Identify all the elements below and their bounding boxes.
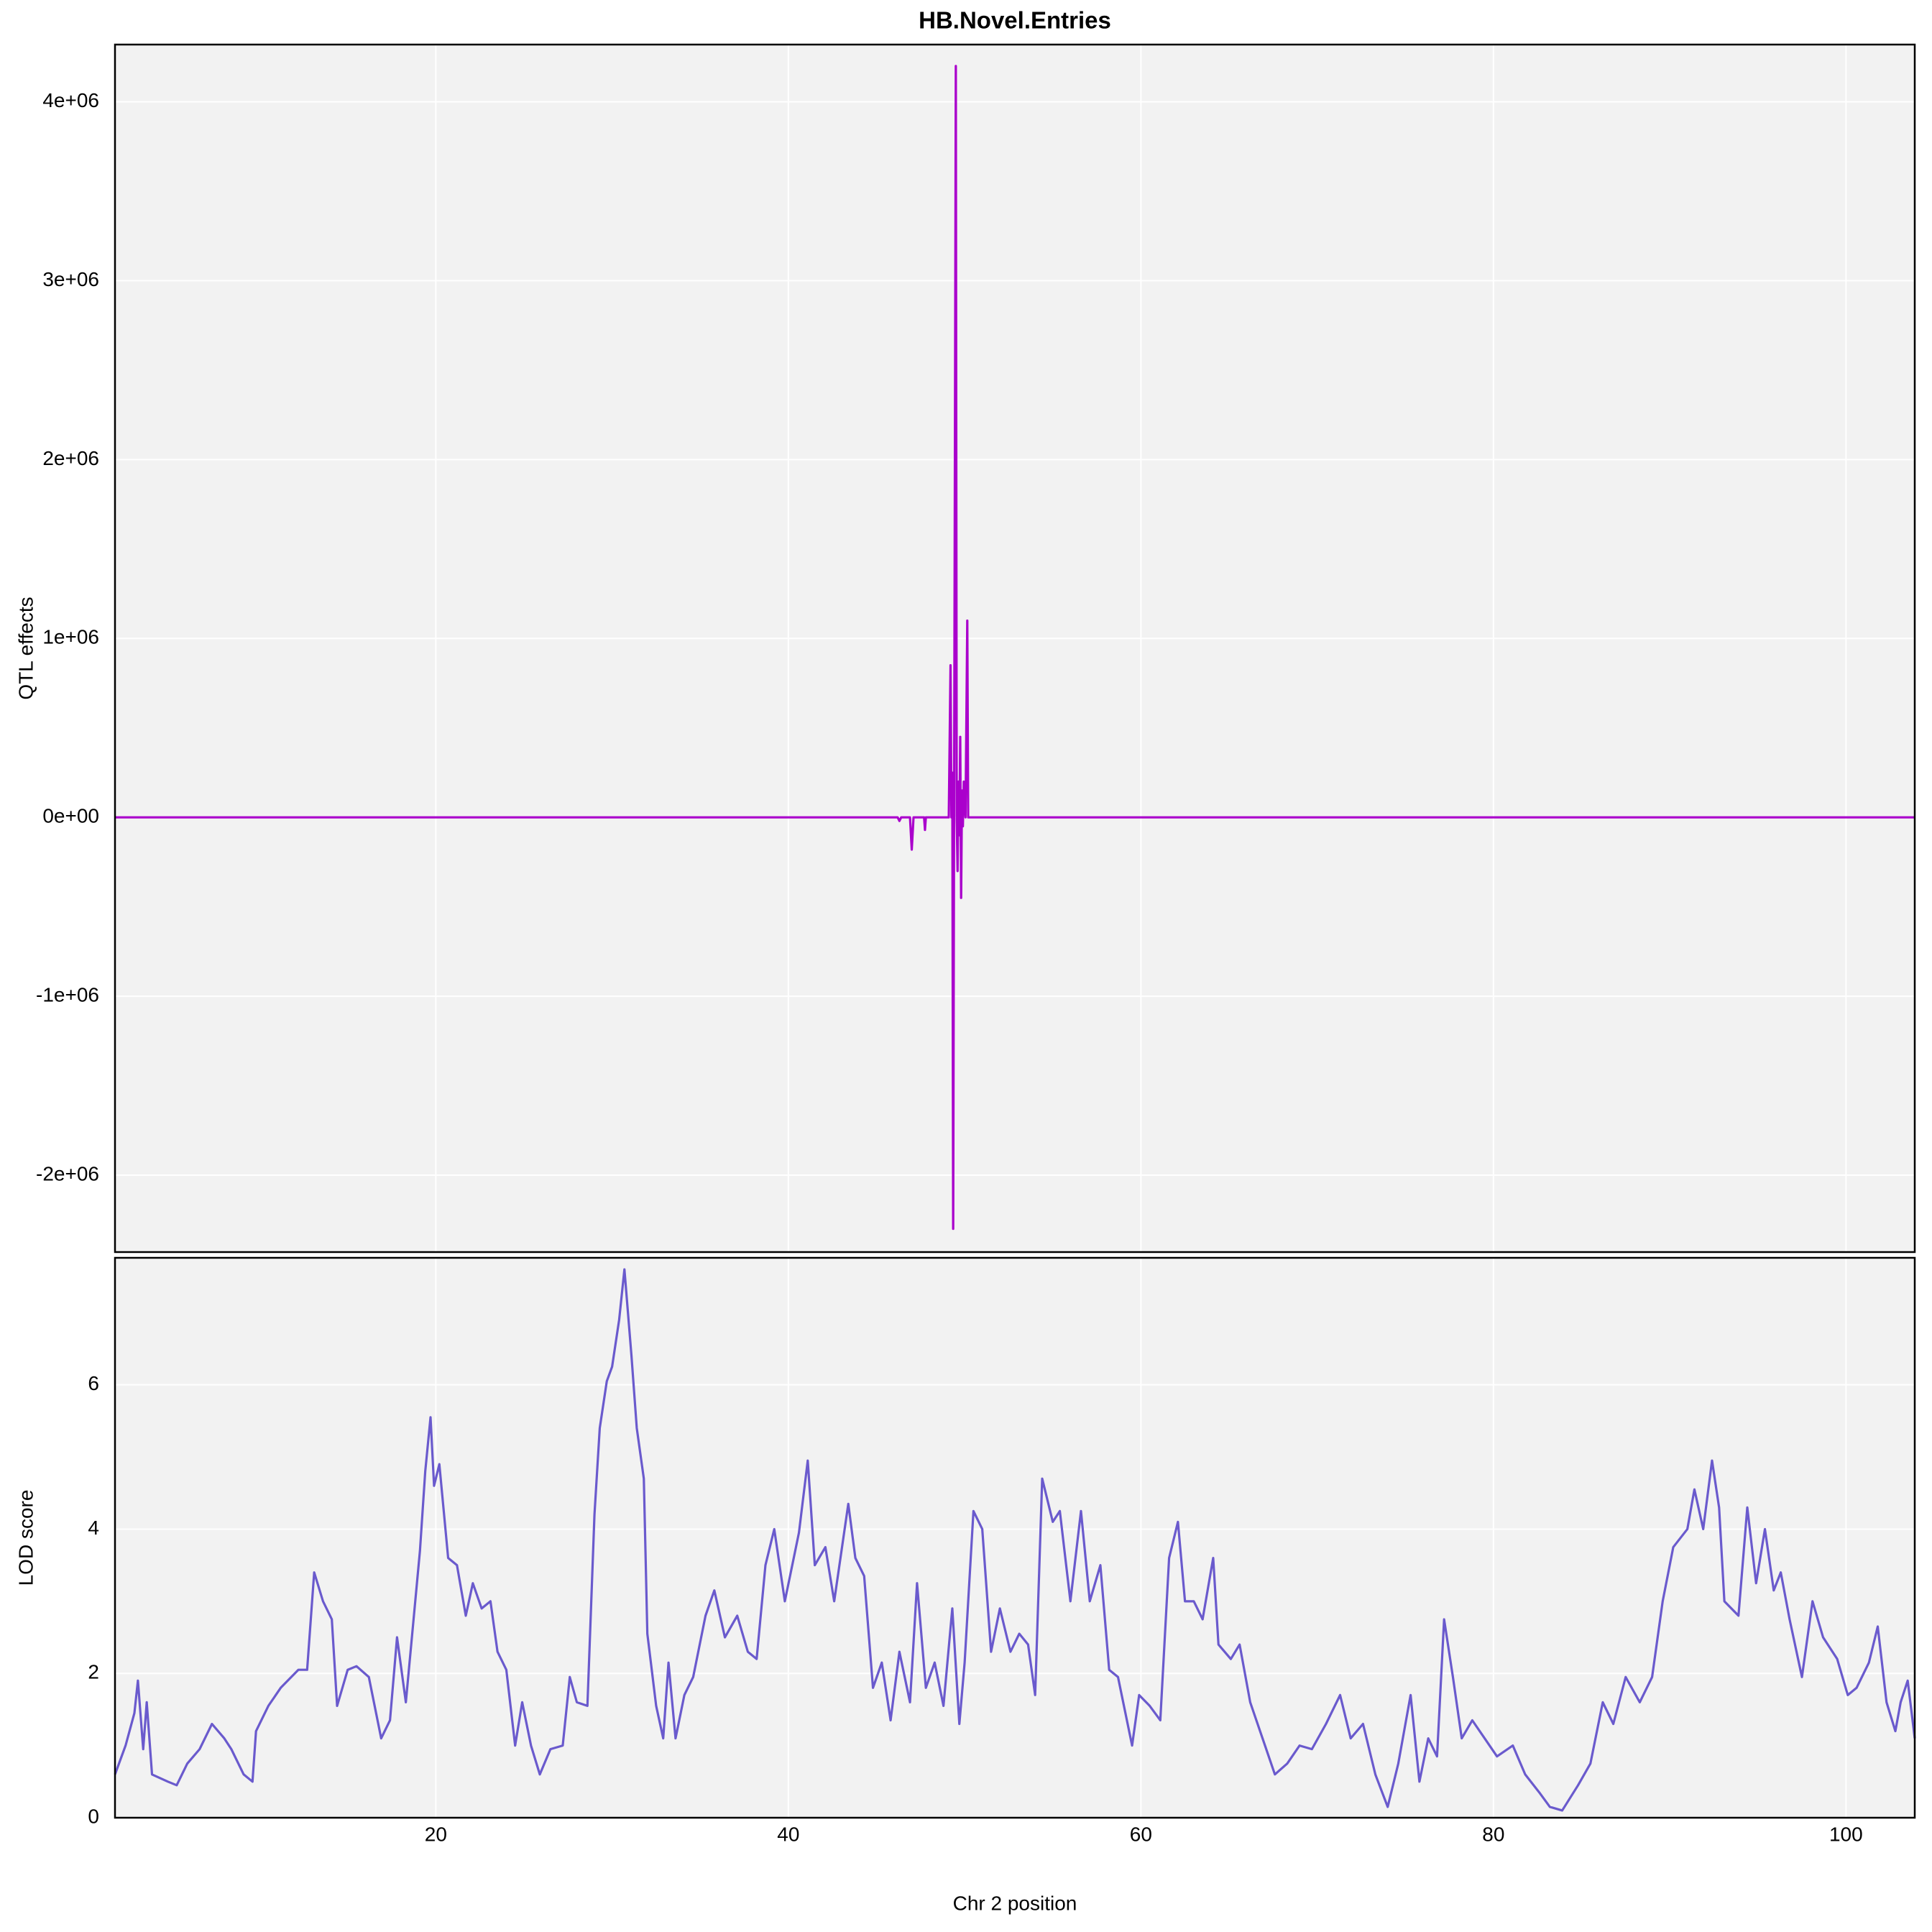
x-tick-label: 40 [777,1823,799,1845]
y-tick-label: 2 [88,1661,99,1683]
y-tick-label: 2e+06 [42,447,99,469]
plot-background [115,45,1915,1252]
y-tick-label: 3e+06 [42,268,99,290]
data-line [115,65,1915,1230]
y-tick-label: 4e+06 [42,89,99,111]
y-tick-label: -1e+06 [36,983,99,1006]
y-axis-label: QTL effects [14,597,37,699]
data-line [114,1268,1916,1812]
chart-title: HB.Novel.Entries [919,7,1111,34]
y-tick-label: 6 [88,1372,99,1394]
y-tick-label: 0e+00 [42,805,99,827]
y-axis-label: LOD score [14,1490,37,1586]
y-tick-label: 4 [88,1517,99,1539]
plot-background [115,1258,1915,1818]
x-tick-label: 100 [1829,1823,1863,1845]
x-axis-label: Chr 2 position [953,1892,1077,1914]
plot-border [114,43,1916,1254]
x-tick-label: 20 [425,1823,447,1845]
y-tick-label: 0 [88,1805,99,1827]
y-tick-label: -2e+06 [36,1162,99,1184]
y-tick-label: 1e+06 [42,626,99,648]
x-tick-label: 60 [1130,1823,1152,1845]
plot-border [114,1256,1916,1819]
x-tick-label: 80 [1482,1823,1504,1845]
